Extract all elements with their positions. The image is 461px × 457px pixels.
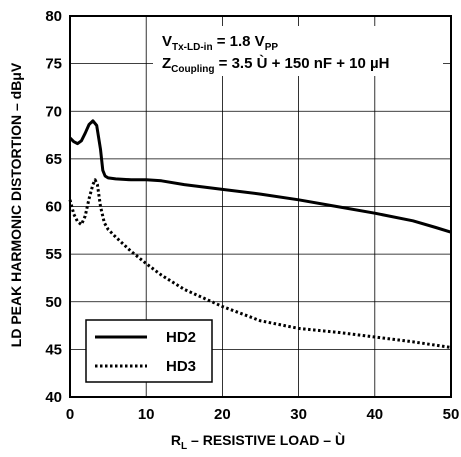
x-axis-label-main: R bbox=[171, 432, 181, 448]
annotation-line-2-sub: Coupling bbox=[171, 64, 214, 75]
annotation-line-1: VTx-LD-in = 1.8 VPP bbox=[162, 33, 278, 53]
series-hd2-line bbox=[68, 119, 452, 234]
x-tick-label-50: 50 bbox=[443, 406, 460, 423]
y-tick-label-80: 80 bbox=[45, 8, 62, 25]
y-tick-label-75: 75 bbox=[45, 56, 62, 73]
series-hd3-line bbox=[68, 178, 452, 349]
y-tick-labels: 40 45 50 55 60 65 70 75 80 bbox=[45, 8, 62, 406]
annotation-line-2-main: Z bbox=[162, 55, 171, 72]
x-tick-label-0: 0 bbox=[66, 406, 74, 423]
x-tick-labels: 0 10 20 30 40 50 bbox=[66, 406, 460, 423]
y-tick-label-55: 55 bbox=[45, 246, 62, 263]
annotation-line-2-rest: = 3.5 Ù + 150 nF + 10 µH bbox=[215, 54, 390, 72]
y-tick-label-50: 50 bbox=[45, 294, 62, 311]
y-tick-label-60: 60 bbox=[45, 199, 62, 216]
x-tick-label-10: 10 bbox=[138, 406, 155, 423]
legend-label-hd3: HD3 bbox=[166, 358, 196, 375]
annotation-line-1-sub: Tx-LD-in bbox=[172, 42, 213, 53]
plot-frame bbox=[69, 15, 452, 398]
y-tick-label-40: 40 bbox=[45, 389, 62, 406]
legend-box bbox=[85, 319, 213, 383]
x-tick-label-20: 20 bbox=[214, 406, 231, 423]
annotation-line-1-sub2: PP bbox=[265, 42, 279, 53]
annotation-line-1-main: V bbox=[162, 33, 172, 50]
series-group bbox=[68, 119, 452, 349]
x-tick-label-30: 30 bbox=[290, 406, 307, 423]
x-axis-label-subscript: L bbox=[181, 441, 187, 452]
x-tick-label-40: 40 bbox=[366, 406, 383, 423]
legend-label-hd2: HD2 bbox=[166, 329, 196, 346]
annotation-line-2: ZCoupling = 3.5 Ù + 150 nF + 10 µH bbox=[162, 54, 389, 75]
annotation-background bbox=[153, 26, 443, 76]
annotation: VTx-LD-in = 1.8 VPP ZCoupling = 3.5 Ù + … bbox=[153, 26, 443, 76]
y-tick-label-45: 45 bbox=[45, 341, 62, 358]
x-axis-label-rest: – RESISTIVE LOAD – Ù bbox=[187, 431, 345, 448]
y-tick-label-65: 65 bbox=[45, 151, 62, 168]
y-axis-label: LD PEAK HARMONIC DISTORTION – dBμV bbox=[8, 62, 24, 347]
annotation-line-1-mid: = 1.8 V bbox=[213, 33, 265, 50]
legend: HD2 HD3 bbox=[85, 319, 213, 383]
x-axis-label: RL – RESISTIVE LOAD – Ù bbox=[171, 431, 345, 452]
y-tick-label-70: 70 bbox=[45, 103, 62, 120]
